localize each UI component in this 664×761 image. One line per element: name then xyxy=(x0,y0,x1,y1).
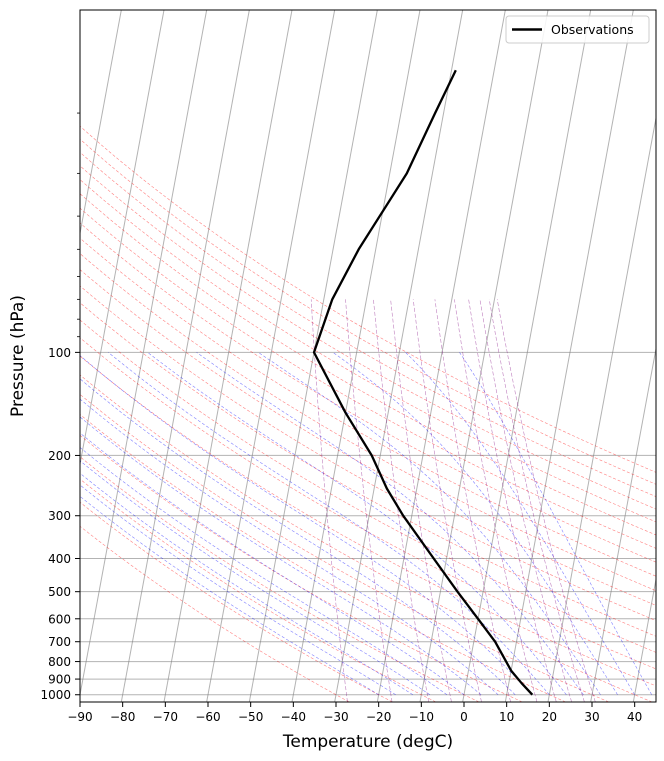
series-layer xyxy=(312,69,534,696)
y-axis-title: Pressure (hPa) xyxy=(8,295,28,417)
moist-adiabat-line xyxy=(80,484,396,695)
mixing-ratio-line xyxy=(434,299,511,702)
moist-adiabat-line xyxy=(80,355,533,695)
dry-adiabat-line xyxy=(80,394,609,702)
dry-adiabat-line xyxy=(80,269,656,606)
isotherm-line xyxy=(632,576,656,702)
x-tick-label: −20 xyxy=(366,710,391,724)
isotherm-line xyxy=(206,10,336,702)
dry-adiabat-line xyxy=(80,319,656,653)
dry-adiabat-line xyxy=(80,151,656,497)
isotherm-line xyxy=(163,10,293,702)
isotherm-line xyxy=(80,10,165,467)
moist-adiabat-line xyxy=(80,398,499,695)
mixing-ratio-line xyxy=(412,299,482,702)
dry-adiabat-line xyxy=(80,237,656,577)
x-tick-label: −90 xyxy=(67,710,92,724)
background-lines xyxy=(80,10,656,702)
x-tick-label: −60 xyxy=(195,710,220,724)
mixing-ratio-line xyxy=(479,299,572,702)
dry-adiabat-line xyxy=(80,253,656,592)
y-tick-label: 100 xyxy=(48,346,71,360)
x-tick-label: 40 xyxy=(627,710,642,724)
y-tick-label: 1000 xyxy=(40,688,71,702)
moist-adiabat-line xyxy=(80,416,482,695)
plot-frame xyxy=(79,9,657,703)
x-tick-label: 10 xyxy=(499,710,514,724)
y-tick-label: 700 xyxy=(48,635,71,649)
isotherm-line xyxy=(462,10,592,702)
x-tick-label: 30 xyxy=(584,710,599,724)
x-tick-label: −30 xyxy=(323,710,348,724)
x-tick-label: −50 xyxy=(238,710,263,724)
dry-adiabat-line xyxy=(80,337,656,670)
isotherm-line xyxy=(334,10,464,702)
mixing-ratio-line xyxy=(390,299,452,702)
isotherm-line xyxy=(504,10,634,702)
dry-adiabat-line xyxy=(80,138,656,485)
moist-adiabat-line xyxy=(80,432,465,695)
y-tick-label: 300 xyxy=(48,509,71,523)
mixing-ratio-line xyxy=(310,299,348,702)
dry-adiabat-line xyxy=(80,179,656,523)
moist-adiabat-line xyxy=(80,495,379,695)
mixing-ratio-line xyxy=(454,299,538,702)
mixing-ratio-line xyxy=(345,299,393,702)
moist-adiabat-line xyxy=(405,352,635,695)
isotherm-line xyxy=(291,10,421,702)
moist-adiabat-line xyxy=(80,472,413,695)
x-tick-label: −10 xyxy=(409,710,434,724)
y-tick-label: 600 xyxy=(48,612,71,626)
mixing-ratio-line xyxy=(488,299,585,702)
observations-line xyxy=(312,69,534,696)
x-tick-label: 0 xyxy=(460,710,468,724)
moist-adiabat-line xyxy=(80,446,448,695)
x-tick-label: −40 xyxy=(281,710,306,724)
moist-adiabat-line xyxy=(108,352,550,695)
dry-adiabat-line xyxy=(80,193,656,536)
isotherm-line xyxy=(248,10,378,702)
x-tick-label: 20 xyxy=(542,710,557,724)
dry-adiabat-line xyxy=(80,125,656,473)
x-tick-label: −80 xyxy=(110,710,135,724)
mixing-ratio-line xyxy=(496,299,596,702)
legend-label-observations: Observations xyxy=(551,22,634,37)
x-tick-label: −70 xyxy=(153,710,178,724)
legend: Observations xyxy=(505,15,650,44)
dry-adiabat-line xyxy=(80,478,436,702)
isotherm-line xyxy=(547,115,656,702)
y-tick-label: 500 xyxy=(48,585,71,599)
isotherm-line xyxy=(419,10,549,702)
y-tick-label: 200 xyxy=(48,449,71,463)
moist-adiabat-line xyxy=(459,352,652,695)
dry-adiabat-line xyxy=(80,302,656,637)
dry-adiabat-line xyxy=(80,165,656,510)
plot-area xyxy=(80,10,656,702)
moist-adiabat-line xyxy=(80,460,431,695)
y-tick-label: 400 xyxy=(48,552,71,566)
moist-adiabat-line xyxy=(80,378,516,695)
y-tick-label: 900 xyxy=(48,673,71,687)
x-axis: −90 −80 −70 −60 −50 −40 −30 −20 −10 0 10 20 30 40 xyxy=(67,702,642,724)
mixing-ratio-line xyxy=(468,299,557,702)
legend-box xyxy=(505,15,650,44)
y-tick-label: 800 xyxy=(48,655,71,669)
mixing-ratio-line xyxy=(373,299,429,702)
isotherm-line xyxy=(80,10,208,698)
isotherm-line xyxy=(120,10,250,702)
moist-adiabat-line xyxy=(332,352,618,695)
dry-adiabat-line xyxy=(80,525,350,702)
dry-adiabat-line xyxy=(80,355,656,687)
x-axis-title: Temperature (degC) xyxy=(282,732,453,752)
isotherm-line xyxy=(376,10,506,702)
isotherm-line xyxy=(80,10,122,237)
